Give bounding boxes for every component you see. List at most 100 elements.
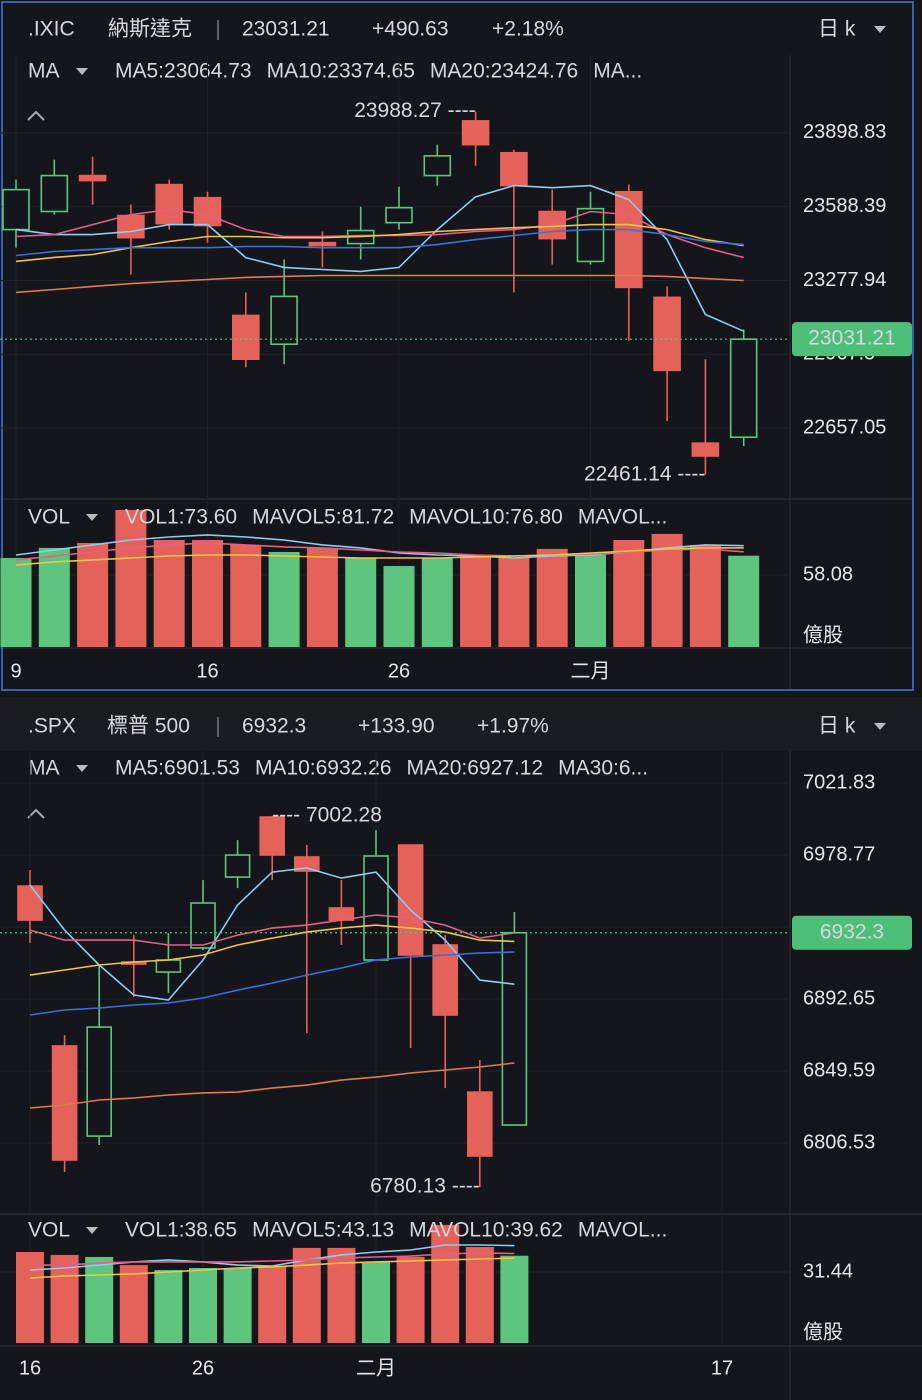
candle-body bbox=[17, 885, 43, 921]
candle-body bbox=[259, 816, 286, 856]
candle-body bbox=[270, 295, 298, 346]
price-tag bbox=[792, 322, 912, 357]
period-selector[interactable]: 日 k bbox=[818, 715, 856, 738]
change-percent: +1.97% bbox=[477, 715, 549, 738]
dropdown-caret bbox=[76, 68, 88, 75]
volume-bar bbox=[50, 1254, 79, 1343]
candle-body bbox=[729, 338, 758, 439]
ma-line bbox=[15, 274, 744, 294]
candle-body bbox=[155, 183, 183, 225]
legend-entry: VOL1:38.65 bbox=[125, 1219, 237, 1242]
volume-bar bbox=[460, 555, 492, 647]
volume-bar bbox=[223, 1268, 252, 1343]
candle-body bbox=[155, 959, 182, 973]
dropdown-caret bbox=[874, 723, 886, 730]
legend-entry: MA5:6901.53 bbox=[115, 757, 240, 780]
price-tag-label: 23031.21 bbox=[808, 327, 896, 350]
volume-bar bbox=[258, 1265, 287, 1343]
candle-body bbox=[423, 155, 452, 177]
volume-bar bbox=[16, 1251, 44, 1343]
volume-bar bbox=[0, 557, 32, 647]
volume-bar bbox=[189, 1268, 217, 1343]
volume-bar bbox=[421, 557, 453, 647]
candle-body bbox=[190, 902, 216, 949]
y-tick-label: 6849.59 bbox=[803, 1059, 875, 1081]
candle-body bbox=[432, 944, 459, 1016]
x-tick-label: 26 bbox=[192, 1357, 214, 1379]
x-tick-label: 17 bbox=[711, 1357, 733, 1379]
volume-label[interactable]: VOL bbox=[28, 1219, 70, 1242]
legend-entry: MA5:23064.73 bbox=[115, 60, 252, 83]
volume-bar bbox=[192, 539, 223, 647]
volume-bar bbox=[77, 542, 109, 647]
low-label: 6780.13 ---- bbox=[370, 1175, 480, 1198]
ma-label[interactable]: MA bbox=[28, 60, 60, 83]
candle-body bbox=[117, 214, 145, 239]
volume-bar bbox=[362, 1261, 390, 1343]
x-tick-label: 9 bbox=[10, 660, 21, 682]
volume-bar bbox=[153, 539, 185, 647]
y-tick-label: 6806.53 bbox=[803, 1131, 875, 1153]
volume-bar bbox=[85, 1256, 114, 1343]
symbol: .IXIC bbox=[28, 18, 75, 41]
volume-ma-line bbox=[15, 542, 744, 561]
candle-body bbox=[224, 854, 251, 878]
y-tick-label: 22657.05 bbox=[803, 416, 886, 438]
candle-body bbox=[501, 931, 528, 1126]
legend-entry: MAVOL10:39.62 bbox=[409, 1219, 563, 1242]
candle-body bbox=[308, 241, 337, 247]
volume-ma-line bbox=[15, 547, 744, 566]
ma-line bbox=[29, 1062, 515, 1109]
volume-bar bbox=[119, 1265, 148, 1343]
dropdown-caret bbox=[86, 1227, 98, 1234]
x-tick-label: 二月 bbox=[571, 660, 611, 682]
legend-entry: MA20:23424.76 bbox=[430, 60, 578, 83]
header-bar bbox=[0, 697, 922, 751]
legend-entry: MAVOL10:76.80 bbox=[409, 506, 563, 529]
legend-entry: MAVOL5:81.72 bbox=[252, 506, 394, 529]
volume-bar bbox=[613, 539, 645, 647]
plot bbox=[0, 55, 790, 647]
y-tick-label: 31.44 bbox=[803, 1260, 853, 1282]
legend-entry: VOL1:73.60 bbox=[125, 506, 237, 529]
price-tag bbox=[792, 915, 912, 950]
candle-body bbox=[86, 1026, 112, 1137]
price-tag-label: 6932.3 bbox=[820, 920, 884, 943]
x-tick-label: 26 bbox=[388, 660, 410, 682]
collapse-icon[interactable] bbox=[27, 110, 45, 121]
y-tick-label: 58.08 bbox=[803, 563, 853, 585]
y-tick-label: 23898.83 bbox=[803, 121, 886, 143]
ma-line bbox=[15, 223, 744, 263]
high-label: ---- 7002.28 bbox=[272, 803, 382, 826]
legend-entry: MA20:6927.12 bbox=[407, 757, 544, 780]
volume-ma-line bbox=[29, 1257, 515, 1279]
ma-line bbox=[15, 228, 744, 257]
candle-body bbox=[653, 296, 681, 372]
candle-body bbox=[397, 844, 424, 956]
high-label: 23988.27 ---- bbox=[354, 99, 475, 122]
volume-label[interactable]: VOL bbox=[28, 506, 70, 529]
y-tick-label: 6892.65 bbox=[803, 987, 875, 1009]
ma-line bbox=[29, 951, 515, 1016]
candle-body bbox=[500, 151, 528, 187]
ma-line bbox=[29, 924, 515, 976]
dropdown-caret bbox=[86, 514, 98, 521]
volume-bar bbox=[651, 533, 683, 647]
volume-ma-line bbox=[29, 1244, 515, 1271]
price: 23031.21 bbox=[242, 18, 330, 41]
candle-body bbox=[232, 314, 260, 360]
change-percent: +2.18% bbox=[492, 18, 564, 41]
volume-bar bbox=[500, 1255, 529, 1343]
period-selector[interactable]: 日 k bbox=[818, 18, 856, 41]
ma-line bbox=[29, 914, 515, 946]
legend-entry: MA... bbox=[593, 60, 642, 83]
volume-bar bbox=[115, 509, 147, 647]
collapse-icon[interactable] bbox=[27, 808, 45, 819]
y-tick-label: 23277.94 bbox=[803, 269, 886, 291]
x-tick-label: 16 bbox=[196, 660, 218, 682]
name: 納斯達克 bbox=[108, 18, 192, 41]
volume-bar bbox=[38, 547, 70, 647]
ma-label[interactable]: MA bbox=[28, 757, 60, 780]
symbol: .SPX bbox=[28, 715, 76, 738]
